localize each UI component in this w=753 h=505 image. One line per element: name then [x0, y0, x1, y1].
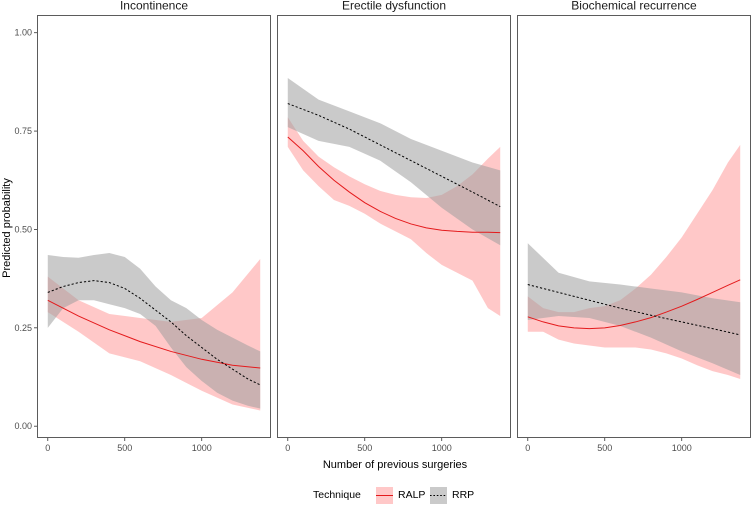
y-tick-label-1: 0.25 — [14, 323, 32, 333]
strip-title-incontinence: Incontinence — [120, 0, 188, 13]
x-tick-label-incontinence-1000: 1000 — [192, 443, 212, 453]
legend-key-ralp — [376, 487, 393, 504]
legend-title: Technique — [313, 489, 361, 501]
strip-erectile-dysfunction — [277, 0, 511, 15]
legend-label-ralp: RALP — [398, 489, 425, 501]
panel-border-biochemical-recurrence — [517, 15, 751, 438]
strip-incontinence — [37, 0, 271, 15]
x-tick-label-incontinence-0: 0 — [45, 443, 50, 453]
legend-label-rrp: RRP — [452, 489, 474, 501]
y-tick-label-0: 0.00 — [14, 421, 32, 431]
y-tick-label-4: 1.00 — [14, 28, 32, 38]
line-rrp-erectile-dysfunction — [287, 103, 501, 208]
panel-biochemical-recurrence: Biochemical recurrence 0 500 1000 — [517, 0, 751, 453]
panel-incontinence: Incontinence 0 500 1000 0.00 0.25 0.50 0.75 1.00 — [14, 0, 271, 453]
line-rrp-biochemical-recurrence — [527, 284, 741, 336]
panel-border-incontinence — [37, 15, 271, 438]
x-tick-label-biochemical-recurrence-1000: 1000 — [672, 443, 692, 453]
ci-band-rrp-incontinence — [47, 253, 261, 409]
x-tick-label-incontinence-500: 500 — [117, 443, 132, 453]
x-tick-label-biochemical-recurrence-500: 500 — [597, 443, 612, 453]
y-tick-label-3: 0.75 — [14, 126, 32, 136]
line-ralp-biochemical-recurrence — [527, 279, 741, 330]
x-tick-label-erectile-dysfunction-1000: 1000 — [432, 443, 452, 453]
y-axis-title: Predicted probability — [1, 178, 13, 278]
legend-key-rrp-fill — [430, 487, 447, 504]
ci-band-rrp-erectile-dysfunction — [287, 77, 501, 246]
x-tick-label-erectile-dysfunction-500: 500 — [357, 443, 372, 453]
line-ralp-erectile-dysfunction — [287, 136, 501, 234]
panel-erectile-dysfunction: Erectile dysfunction 0 500 1000 — [277, 0, 511, 453]
x-tick-label-biochemical-recurrence-0: 0 — [525, 443, 530, 453]
legend: Technique RALP RRP — [313, 487, 474, 504]
ci-band-rrp-biochemical-recurrence — [527, 243, 741, 376]
line-ralp-incontinence — [47, 299, 261, 369]
y-tick-label-2: 0.50 — [14, 224, 32, 234]
legend-key-rrp — [430, 487, 447, 504]
panels: Incontinence 0 500 1000 0.00 0.25 0.50 0.75 1.00… — [14, 0, 751, 453]
ci-band-ralp-erectile-dysfunction — [287, 117, 501, 317]
strip-biochemical-recurrence — [517, 0, 751, 15]
x-axis-title: Number of previous surgeries — [323, 459, 468, 471]
strip-title-erectile-dysfunction: Erectile dysfunction — [342, 0, 446, 13]
panel-border-erectile-dysfunction — [277, 15, 511, 438]
x-tick-label-erectile-dysfunction-0: 0 — [285, 443, 290, 453]
strip-title-biochemical-recurrence: Biochemical recurrence — [571, 0, 697, 13]
